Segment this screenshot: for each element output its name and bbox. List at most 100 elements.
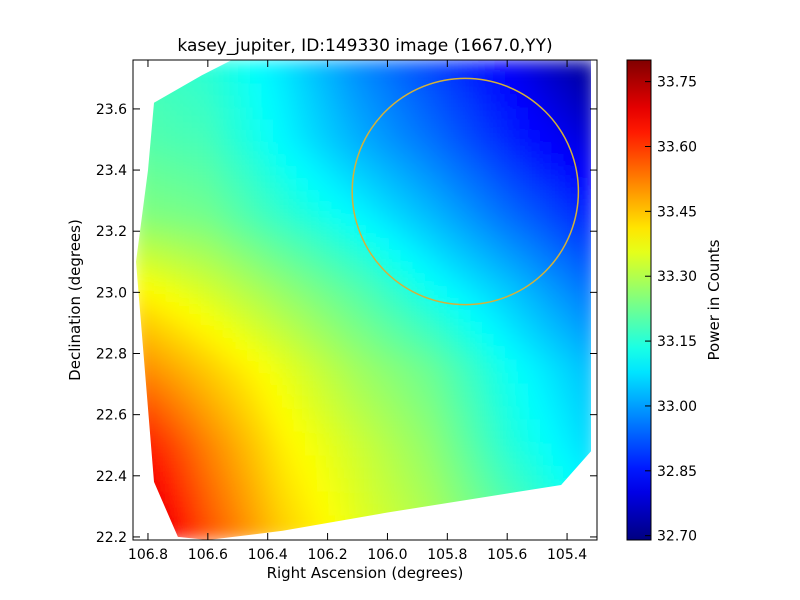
heat-cell: [248, 347, 262, 361]
heat-cell: [468, 443, 482, 457]
heat-cell: [399, 323, 412, 337]
heat-cell: [584, 191, 591, 205]
heat-cell: [213, 119, 227, 133]
heat-cell: [457, 95, 470, 109]
colorbar-tick-label: 33.75: [657, 75, 697, 91]
heat-cell: [550, 299, 563, 313]
heat-cell: [538, 167, 552, 181]
heat-cell: [329, 143, 343, 157]
heat-cell: [352, 263, 366, 277]
heat-cell: [364, 311, 378, 325]
heat-cell: [225, 347, 238, 361]
heat-cell: [178, 491, 192, 505]
heat-cell: [260, 71, 273, 85]
heat-cell: [178, 131, 192, 145]
heat-cell: [352, 179, 366, 193]
heat-cell: [515, 335, 528, 349]
heat-cell: [341, 119, 354, 133]
heat-cell: [550, 371, 563, 385]
heat-cell: [306, 407, 320, 421]
heat-cell: [271, 299, 285, 313]
heat-cell: [236, 407, 250, 421]
heat-cell: [306, 107, 320, 121]
heat-cell: [306, 395, 320, 409]
heat-cell: [294, 263, 308, 277]
heat-cell: [468, 455, 482, 469]
heat-cell: [155, 239, 169, 253]
heat-cell: [178, 347, 192, 361]
heat-cell: [236, 131, 250, 145]
heat-cell: [155, 155, 169, 169]
heat-cell: [202, 191, 215, 205]
heat-cell: [538, 383, 552, 397]
heat-cell: [283, 239, 296, 253]
heat-cell: [387, 491, 401, 505]
heat-cell: [178, 83, 192, 97]
heat-cell: [526, 287, 540, 301]
heat-cell: [155, 191, 169, 205]
heat-cell: [515, 419, 528, 433]
heat-cell: [167, 227, 180, 241]
heat-cell: [318, 143, 331, 157]
heat-cell: [213, 263, 227, 277]
heat-cell: [457, 467, 470, 481]
heat-cell: [550, 95, 563, 109]
heat-cell: [538, 227, 552, 241]
heat-cell: [584, 155, 591, 169]
heat-cell: [178, 359, 192, 373]
heat-cell: [434, 275, 447, 289]
heat-cell: [294, 119, 308, 133]
colorbar-ticks: 32.70 32.85 33.00 33.15 33.30 33.45 33.60 33.75: [645, 75, 697, 545]
heat-cell: [202, 311, 215, 325]
heat-cell: [515, 383, 528, 397]
heat-cell: [573, 251, 586, 265]
heat-cell: [550, 60, 563, 73]
heat-cell: [399, 467, 412, 481]
heat-cell: [236, 191, 250, 205]
heat-cell: [434, 119, 447, 133]
heat-cell: [480, 203, 494, 217]
heat-cell: [573, 191, 586, 205]
heat-cell: [213, 191, 227, 205]
heat-cell: [248, 215, 262, 229]
heat-cell: [341, 60, 354, 73]
heat-cell: [190, 455, 204, 469]
heat-cell: [410, 251, 424, 265]
heat-cell: [260, 239, 273, 253]
heat-cell: [167, 119, 180, 133]
heat-cell: [503, 419, 517, 433]
heat-cell: [457, 167, 470, 181]
heat-cell: [352, 323, 366, 337]
heat-cell: [457, 287, 470, 301]
heat-cell: [480, 407, 494, 421]
heat-cell: [538, 71, 552, 85]
heat-cell: [573, 335, 586, 349]
heat-cell: [294, 191, 308, 205]
heat-cell: [573, 323, 586, 337]
heat-cell: [480, 455, 494, 469]
heat-cell: [329, 191, 343, 205]
heat-cell: [202, 515, 215, 529]
heat-cell: [352, 455, 366, 469]
heat-cell: [584, 275, 591, 289]
heat-cell: [178, 251, 192, 265]
heat-cell: [457, 191, 470, 205]
heat-cell: [236, 263, 250, 277]
heat-cell: [422, 107, 436, 121]
heat-cell: [248, 155, 262, 169]
heat-cell: [550, 107, 563, 121]
heat-cell: [260, 83, 273, 97]
heat-cell: [573, 119, 586, 133]
heat-cell: [468, 407, 482, 421]
heat-cell: [260, 395, 273, 409]
heat-cell: [202, 119, 215, 133]
heat-cell: [213, 227, 227, 241]
heat-cell: [225, 179, 238, 193]
heat-cell: [236, 95, 250, 109]
heat-cell: [136, 251, 146, 265]
heat-cell: [387, 335, 401, 349]
heat-cell: [480, 443, 494, 457]
heat-cell: [480, 251, 494, 265]
x-tick-label: 105.4: [547, 547, 587, 563]
heat-cell: [584, 167, 591, 181]
